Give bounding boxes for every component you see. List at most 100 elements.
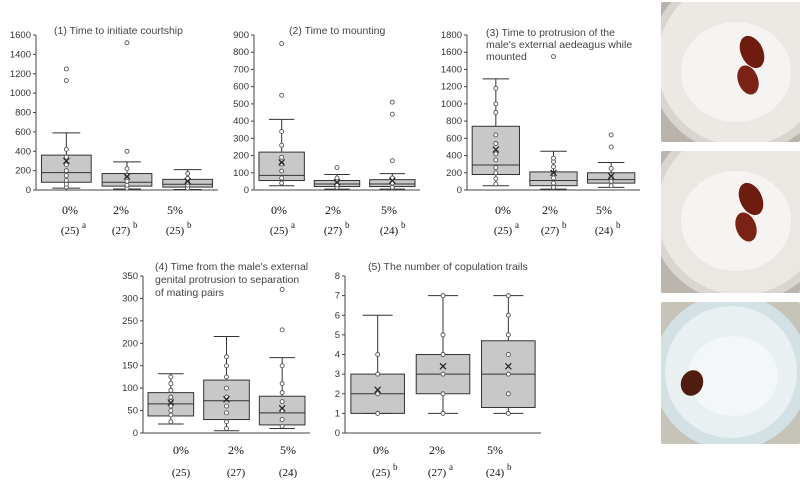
x-category-label: 2% (542, 203, 558, 217)
mean-marker (374, 386, 382, 394)
box-3 (258, 287, 306, 430)
data-point (168, 394, 174, 400)
sample-size-label: (27) (324, 225, 343, 237)
data-point (63, 177, 69, 183)
y-tick-label: 50 (127, 406, 138, 417)
y-tick-label: 1400 (10, 49, 31, 60)
significance-letter: a (82, 220, 86, 230)
y-tick-label: 6 (335, 310, 340, 321)
sample-size-label: (24) (279, 467, 298, 479)
box-1 (147, 373, 195, 425)
mean-marker (123, 173, 131, 180)
y-tick-label: 0 (457, 185, 462, 196)
data-point (505, 332, 511, 338)
data-point (124, 173, 130, 178)
data-point (505, 391, 511, 397)
mean-marker (62, 157, 70, 165)
mean-marker (167, 399, 175, 406)
data-point (168, 387, 174, 393)
y-tick-label: 8 (335, 271, 340, 282)
data-point (279, 287, 285, 292)
mean-marker (278, 159, 286, 166)
data-point (551, 54, 556, 59)
data-point (608, 166, 614, 171)
x-category-label: 5% (167, 203, 183, 217)
significance-letter: b (507, 462, 512, 472)
significance-letter: b (345, 220, 350, 230)
x-category-label: 5% (381, 203, 397, 217)
data-point (505, 410, 511, 416)
data-point (551, 180, 556, 186)
boxplot-panel-5: 0 1 2 3 4 5 6 7 8 (5) The number of copulation tr… (335, 261, 541, 479)
data-point (185, 175, 191, 181)
data-point (279, 142, 285, 148)
boxplot-panel-2: 0 100 200 300 400 500 600 700 800 900 (2) Time to … (233, 25, 420, 237)
y-tick-label: 1200 (441, 82, 462, 93)
data-point (124, 148, 130, 154)
data-point (168, 412, 174, 418)
y-tick-label: 400 (15, 146, 31, 157)
y-tick-label: 800 (233, 47, 249, 58)
data-point (440, 410, 446, 416)
data-point (493, 165, 499, 171)
data-point (493, 151, 499, 157)
data-point (279, 92, 285, 98)
y-tick-label: 5 (335, 330, 340, 341)
significance-letter: b (562, 220, 567, 230)
y-tick-label: 600 (446, 133, 462, 144)
significance-letter: a (291, 220, 295, 230)
y-tick-label: 350 (122, 271, 138, 282)
y-tick-label: 7 (335, 291, 340, 302)
box-1 (258, 41, 305, 187)
data-point (389, 99, 395, 105)
sample-size-label: (24) (595, 225, 614, 237)
data-point (63, 162, 69, 168)
data-point (608, 183, 614, 189)
data-point (168, 374, 174, 380)
significance-letter: b (393, 462, 398, 472)
y-tick-label: 300 (122, 293, 138, 304)
data-point (224, 354, 229, 360)
data-point (440, 371, 446, 377)
box-3 (587, 132, 636, 189)
data-point (63, 181, 69, 187)
box-2 (203, 336, 250, 432)
mean-marker (388, 177, 396, 184)
y-tick-label: 500 (233, 99, 249, 110)
mean-marker (333, 178, 341, 186)
sample-size-label: (27) (112, 225, 131, 237)
significance-letter: a (515, 220, 519, 230)
y-tick-label: 400 (446, 151, 462, 162)
y-tick-label: 100 (233, 168, 249, 179)
data-point (224, 363, 229, 369)
y-tick-label: 800 (15, 108, 31, 119)
x-category-label: 0% (271, 203, 287, 217)
panel-title: (2) Time to mounting (289, 25, 385, 37)
y-tick-label: 600 (233, 82, 249, 93)
y-tick-label: 700 (233, 64, 249, 75)
sample-size-label: (24) (380, 225, 399, 237)
data-point (493, 141, 499, 146)
data-point (551, 171, 556, 177)
y-tick-label: 0 (133, 428, 138, 439)
data-point (279, 180, 285, 186)
data-point (375, 352, 381, 357)
significance-letter: b (187, 220, 192, 230)
data-point (375, 410, 381, 416)
panel-title: genital protrusion to separation (155, 274, 299, 286)
data-point (551, 164, 556, 170)
data-point (493, 132, 499, 138)
data-point (505, 371, 511, 377)
panel-title: (3) Time to protrusion of the (486, 27, 615, 39)
data-point (389, 184, 395, 190)
data-point (440, 293, 446, 299)
y-tick-label: 200 (122, 338, 138, 349)
mean-marker (492, 146, 500, 153)
y-tick-label: 150 (122, 361, 138, 372)
sample-size-label: (27) (541, 225, 560, 237)
box-1 (350, 314, 405, 416)
sample-size-label: (27) (428, 467, 447, 479)
box-2 (529, 54, 578, 190)
data-point (279, 168, 285, 174)
data-point (608, 132, 614, 138)
